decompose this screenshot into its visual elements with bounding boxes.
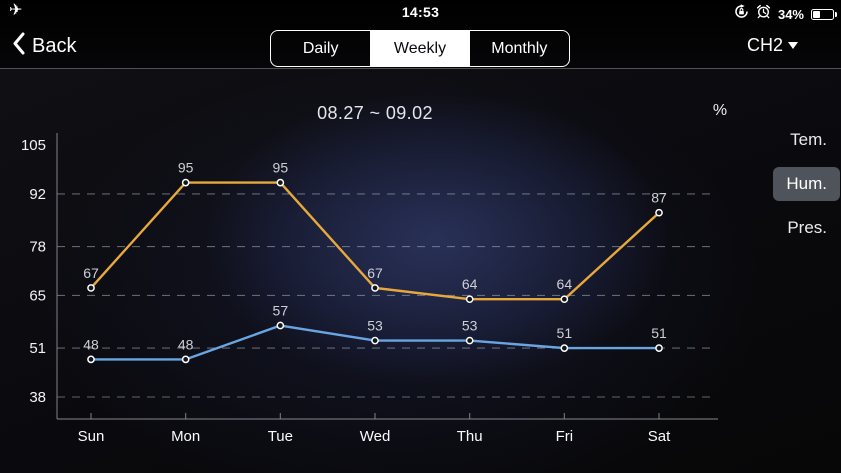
series-line (89, 181, 661, 301)
y-axis-tick-label: 38 (29, 389, 46, 406)
measurement-tabs: Tem. Hum. Pres. (773, 130, 840, 238)
y-axis-tick-label: 92 (29, 186, 46, 203)
data-value-label: 51 (651, 325, 667, 341)
x-axis-day-label: Mon (171, 428, 200, 445)
data-value-label: 64 (462, 276, 478, 292)
battery-fill (813, 10, 821, 18)
y-axis-tick-label: 78 (29, 239, 46, 256)
status-time: 14:53 (401, 4, 440, 20)
unit-label: % (712, 102, 728, 119)
data-point (371, 336, 379, 345)
channel-label: CH2 (746, 35, 783, 55)
data-value-label: 53 (367, 318, 383, 334)
x-axis-day-label: Fri (556, 428, 574, 445)
data-value-label: 57 (273, 303, 289, 319)
data-point (465, 295, 474, 304)
tab-monthly[interactable]: Monthly (491, 39, 548, 57)
back-button[interactable]: Back (12, 32, 76, 60)
data-value-label: 53 (462, 318, 478, 334)
tab-daily[interactable]: Daily (302, 39, 339, 57)
status-bar: ✈ 14:53 34% (0, 0, 841, 24)
data-point (87, 355, 95, 364)
y-axis-tick-label: 65 (29, 287, 46, 304)
data-value-label: 87 (651, 190, 667, 206)
data-value-label: 95 (178, 160, 194, 176)
battery-icon (811, 8, 837, 20)
airplane-mode-icon: ✈ (9, 2, 23, 19)
back-label: Back (32, 34, 77, 57)
data-value-label: 48 (178, 336, 194, 352)
data-point (181, 178, 190, 187)
x-axis-day-label: Sun (78, 428, 105, 445)
data-point (276, 321, 285, 330)
rotation-lock-icon (734, 4, 749, 24)
y-axis-tick-label: 105 (21, 137, 46, 154)
x-axis-day-label: Tue (268, 428, 293, 445)
battery-percent-label: 34% (777, 6, 804, 22)
data-value-label: 64 (557, 276, 573, 292)
tab-humidity[interactable]: Hum. (773, 167, 840, 201)
data-point (560, 295, 569, 304)
data-point (371, 284, 379, 292)
status-right-cluster: 34% (734, 4, 837, 24)
data-value-label: 48 (83, 336, 99, 352)
x-axis-day-label: Wed (360, 428, 391, 445)
channel-selector[interactable]: CH2 (747, 35, 798, 56)
data-point (87, 284, 95, 292)
nav-bar: Back Daily Weekly Monthly CH2 (0, 24, 841, 68)
data-point (276, 178, 285, 187)
y-axis-tick-label: 51 (29, 340, 46, 357)
data-point (655, 208, 663, 217)
tab-pressure[interactable]: Pres. (787, 218, 827, 237)
chevron-left-icon (12, 32, 25, 60)
chart-background (0, 69, 841, 473)
data-value-label: 95 (273, 160, 289, 176)
data-point (655, 344, 663, 352)
data-point (181, 355, 190, 364)
data-value-label: 67 (83, 265, 99, 281)
x-axis-day-label: Thu (457, 428, 483, 445)
date-range-title: 08.27 ~ 09.02 (317, 103, 433, 123)
tab-temperature[interactable]: Tem. (790, 130, 827, 149)
header-bar: ✈ 14:53 34% (0, 0, 841, 69)
chevron-down-icon (788, 42, 798, 49)
tab-weekly[interactable]: Weekly (370, 31, 470, 66)
period-segmented-control: Daily Weekly Monthly (270, 30, 570, 67)
alarm-icon (756, 4, 771, 24)
data-point (560, 344, 569, 352)
data-point (465, 336, 474, 345)
data-value-label: 67 (367, 265, 383, 281)
x-axis-day-label: Sat (648, 428, 671, 445)
status-left-cluster: ✈ (9, 3, 22, 19)
data-value-label: 51 (557, 325, 573, 341)
